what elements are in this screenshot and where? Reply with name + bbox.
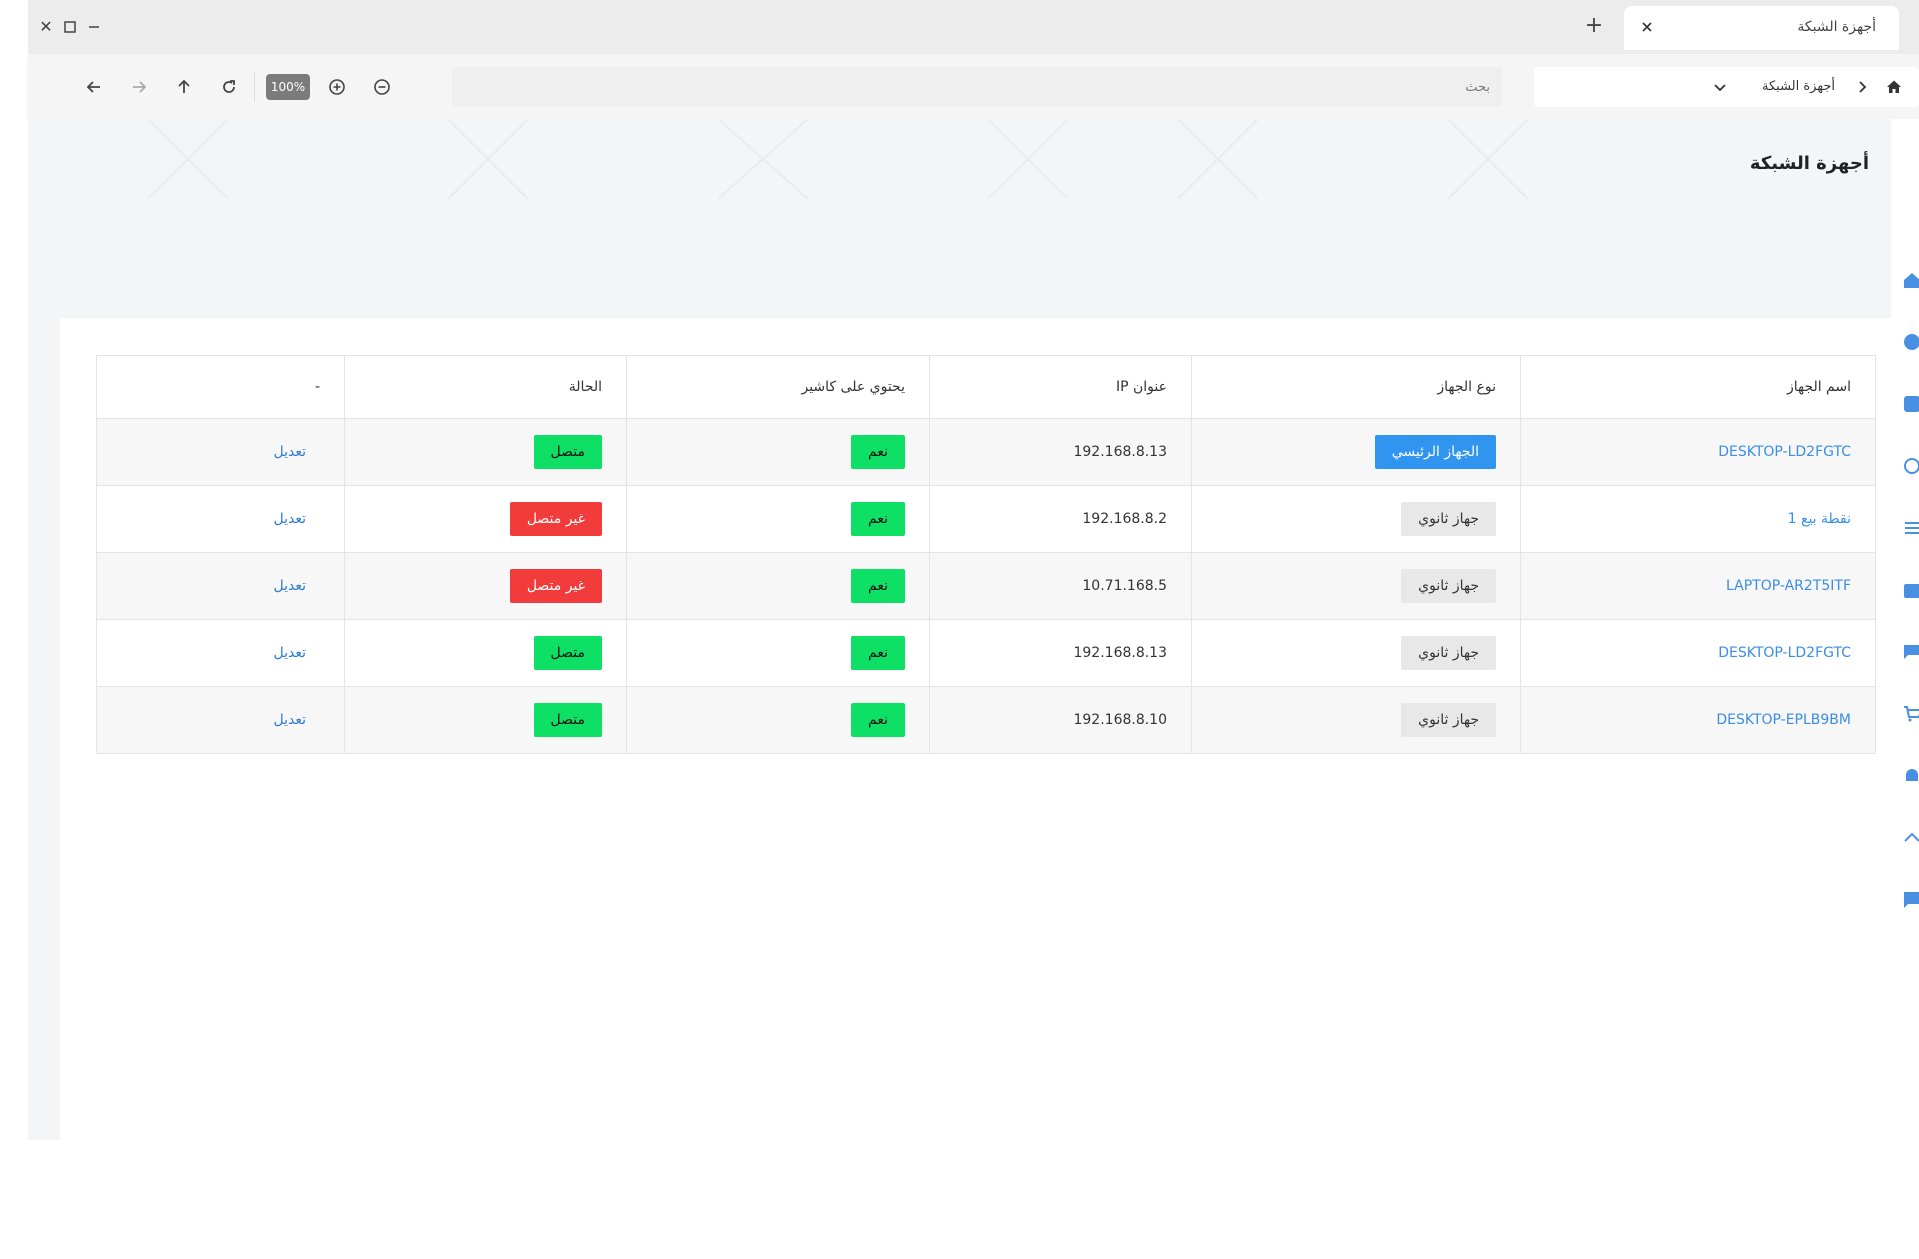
maximize-icon — [64, 21, 76, 33]
reload-button[interactable] — [216, 74, 242, 100]
zoom-out-button[interactable] — [369, 74, 395, 100]
table-header-row: اسم الجهاز نوع الجهاز عنوان IP يحتوي على… — [96, 355, 1876, 419]
toolbar-divider — [254, 72, 255, 102]
minimize-icon — [89, 26, 99, 28]
ip-cell: 192.168.8.13 — [929, 418, 1192, 486]
close-icon — [1642, 22, 1652, 32]
cashier-badge: نعم — [851, 636, 905, 670]
add-circle-icon[interactable] — [1903, 333, 1919, 351]
ip-cell: 10.71.168.5 — [929, 552, 1192, 620]
header-pattern — [147, 119, 1529, 199]
zoom-in-icon — [329, 79, 345, 95]
edit-link[interactable]: تعديل — [273, 712, 307, 728]
edit-link[interactable]: تعديل — [273, 578, 307, 594]
zoom-out-icon — [374, 79, 390, 95]
reload-icon — [223, 80, 235, 93]
toolbar: 100% أجهزة الشبكة — [28, 54, 1919, 119]
table-row: DESKTOP-LD2FGTC جهاز ثانوي 192.168.8.13 … — [96, 619, 1876, 687]
status-badge: متصل — [533, 636, 602, 670]
add-box-icon[interactable] — [1903, 395, 1919, 413]
breadcrumb-current[interactable]: أجهزة الشبكة — [1762, 79, 1835, 94]
header-actions: - — [96, 355, 345, 419]
device-name-link[interactable]: LAPTOP-AR2T5ITF — [1726, 578, 1851, 594]
header-device-type[interactable]: نوع الجهاز — [1191, 355, 1521, 419]
browser-tab[interactable]: أجهزة الشبكة — [1624, 6, 1899, 50]
tab-title: أجهزة الشبكة — [1797, 19, 1876, 35]
home-icon[interactable] — [1884, 77, 1904, 97]
cart-icon[interactable] — [1903, 705, 1919, 723]
header-ip-address[interactable]: عنوان IP — [929, 355, 1192, 419]
feedback-icon[interactable] — [1903, 891, 1919, 909]
page-title: أجهزة الشبكة — [1749, 153, 1869, 174]
header-status[interactable]: الحالة — [344, 355, 627, 419]
header-device-name[interactable]: اسم الجهاز — [1520, 355, 1876, 419]
status-badge: غير متصل — [509, 569, 602, 603]
calendar-icon[interactable] — [1903, 581, 1919, 599]
cashier-badge: نعم — [851, 435, 905, 469]
new-tab-button[interactable]: + — [1584, 13, 1604, 38]
table-row: نقطة بيع 1 جهاز ثانوي 192.168.8.2 نعم غي… — [96, 485, 1876, 553]
up-button[interactable] — [171, 74, 197, 100]
arrow-up-icon — [178, 79, 190, 93]
header-has-cashier[interactable]: يحتوي على كاشير — [626, 355, 930, 419]
window-left-edge — [0, 0, 28, 1140]
edit-link[interactable]: تعديل — [273, 645, 307, 661]
tab-close-button[interactable] — [1636, 16, 1658, 38]
chevron-down-icon[interactable] — [1710, 77, 1730, 97]
device-type-badge: الجهاز الرئيسي — [1374, 435, 1496, 469]
ip-cell: 192.168.8.13 — [929, 619, 1192, 687]
search-input[interactable] — [452, 67, 1502, 107]
device-type-badge: جهاز ثانوي — [1401, 703, 1496, 737]
cashier-badge: نعم — [851, 569, 905, 603]
status-badge: غير متصل — [509, 502, 602, 536]
table-row: LAPTOP-AR2T5ITF جهاز ثانوي 10.71.168.5 ن… — [96, 552, 1876, 620]
chat-icon[interactable] — [1903, 643, 1919, 661]
ip-cell: 192.168.8.2 — [929, 485, 1192, 553]
close-window-button[interactable]: ✕ — [39, 17, 53, 36]
title-bar: ✕ + أجهزة الشبكة — [28, 0, 1919, 54]
devices-card: اسم الجهاز نوع الجهاز عنوان IP يحتوي على… — [60, 318, 1912, 1259]
chevron-up-icon[interactable] — [1903, 829, 1919, 847]
device-type-badge: جهاز ثانوي — [1401, 636, 1496, 670]
arrow-left-icon — [86, 81, 100, 93]
content-area: اسم الجهاز نوع الجهاز عنوان IP يحتوي على… — [28, 119, 1912, 1259]
minimize-window-button[interactable] — [82, 15, 106, 39]
ip-cell: 192.168.8.10 — [929, 686, 1192, 754]
home-icon[interactable] — [1903, 271, 1919, 289]
breadcrumb: أجهزة الشبكة — [1534, 67, 1919, 107]
chevron-right-icon — [1859, 81, 1867, 93]
device-name-link[interactable]: DESKTOP-EPLB9BM — [1716, 712, 1851, 728]
zoom-level[interactable]: 100% — [266, 74, 310, 100]
side-nav — [1891, 119, 1919, 1140]
device-type-badge: جهاز ثانوي — [1401, 502, 1496, 536]
status-badge: متصل — [533, 703, 602, 737]
maximize-window-button[interactable] — [58, 15, 82, 39]
device-type-badge: جهاز ثانوي — [1401, 569, 1496, 603]
device-name-link[interactable]: نقطة بيع 1 — [1787, 511, 1851, 527]
forward-button[interactable] — [126, 74, 152, 100]
edit-link[interactable]: تعديل — [273, 511, 307, 527]
arrow-right-icon — [133, 81, 147, 93]
table-row: DESKTOP-LD2FGTC الجهاز الرئيسي 192.168.8… — [96, 418, 1876, 486]
zoom-in-button[interactable] — [324, 74, 350, 100]
cashier-badge: نعم — [851, 703, 905, 737]
list-icon[interactable] — [1903, 519, 1919, 537]
device-name-link[interactable]: DESKTOP-LD2FGTC — [1718, 645, 1851, 661]
device-name-link[interactable]: DESKTOP-LD2FGTC — [1718, 444, 1851, 460]
table-row: DESKTOP-EPLB9BM جهاز ثانوي 192.168.8.10 … — [96, 686, 1876, 754]
bell-icon[interactable] — [1903, 767, 1919, 785]
whatsapp-icon[interactable] — [1903, 457, 1919, 475]
back-button[interactable] — [81, 74, 107, 100]
status-badge: متصل — [533, 435, 602, 469]
devices-table: اسم الجهاز نوع الجهاز عنوان IP يحتوي على… — [96, 355, 1876, 754]
edit-link[interactable]: تعديل — [273, 444, 307, 460]
cashier-badge: نعم — [851, 502, 905, 536]
